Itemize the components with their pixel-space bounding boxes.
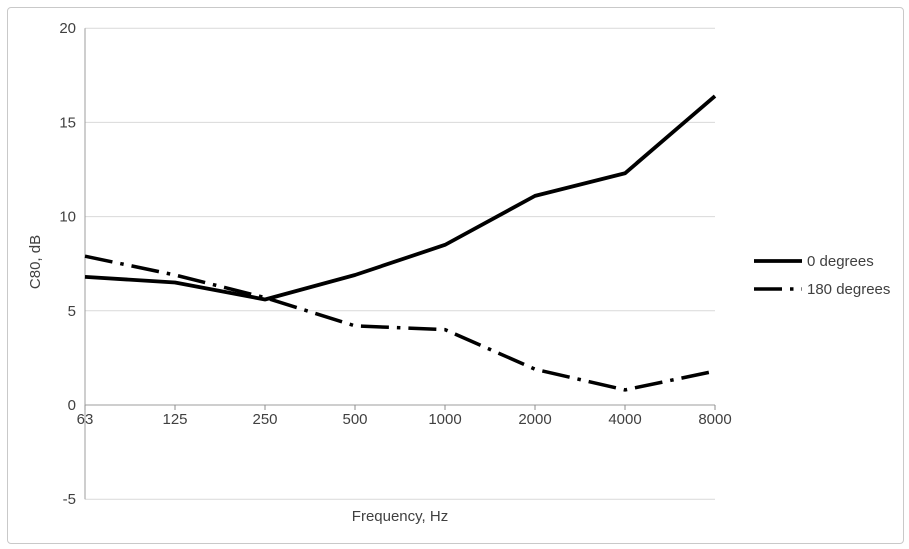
legend-solid-line-sample [754,259,802,263]
x-tick-label-125: 125 [162,411,187,428]
y-tick-label-5: 5 [68,303,76,320]
legend-item-0-degrees: 0 degrees [753,250,890,272]
y-tick-label-0: 0 [68,397,76,414]
y-tick-label--5: -5 [63,491,76,508]
x-tick-label-4000: 4000 [608,411,641,428]
legend-dash-dot-line-sample [754,287,802,291]
y-tick-label-10: 10 [59,209,76,226]
y-axis-title: C80, dB [27,235,44,289]
x-axis-title: Frequency, Hz [352,508,448,525]
x-tick-label-63: 63 [77,411,94,428]
series-line-0-degrees [84,94,717,302]
x-tick-label-2000: 2000 [518,411,551,428]
chart-outer-border [7,7,904,544]
x-tick-label-8000: 8000 [698,411,731,428]
legend-item-180-degrees: 180 degrees [753,278,890,300]
y-tick-label-15: 15 [59,114,76,131]
x-tick-label-1000: 1000 [428,411,461,428]
tick-label-layer: 20 15 10 5 0 -5 63 125 250 500 1000 2000 4000 8000 [59,20,731,508]
legend: 0 degrees 180 degrees [753,250,890,300]
series-line-180-degrees [84,254,716,392]
grid-layer [85,27,715,500]
y-tick-label-20: 20 [59,20,76,37]
axis-layer [84,28,716,500]
series-layer [84,94,717,392]
legend-label-180-degrees: 180 degrees [807,280,891,298]
legend-label-0-degrees: 0 degrees [807,252,874,270]
x-tick-label-250: 250 [252,411,277,428]
x-tick-label-500: 500 [342,411,367,428]
